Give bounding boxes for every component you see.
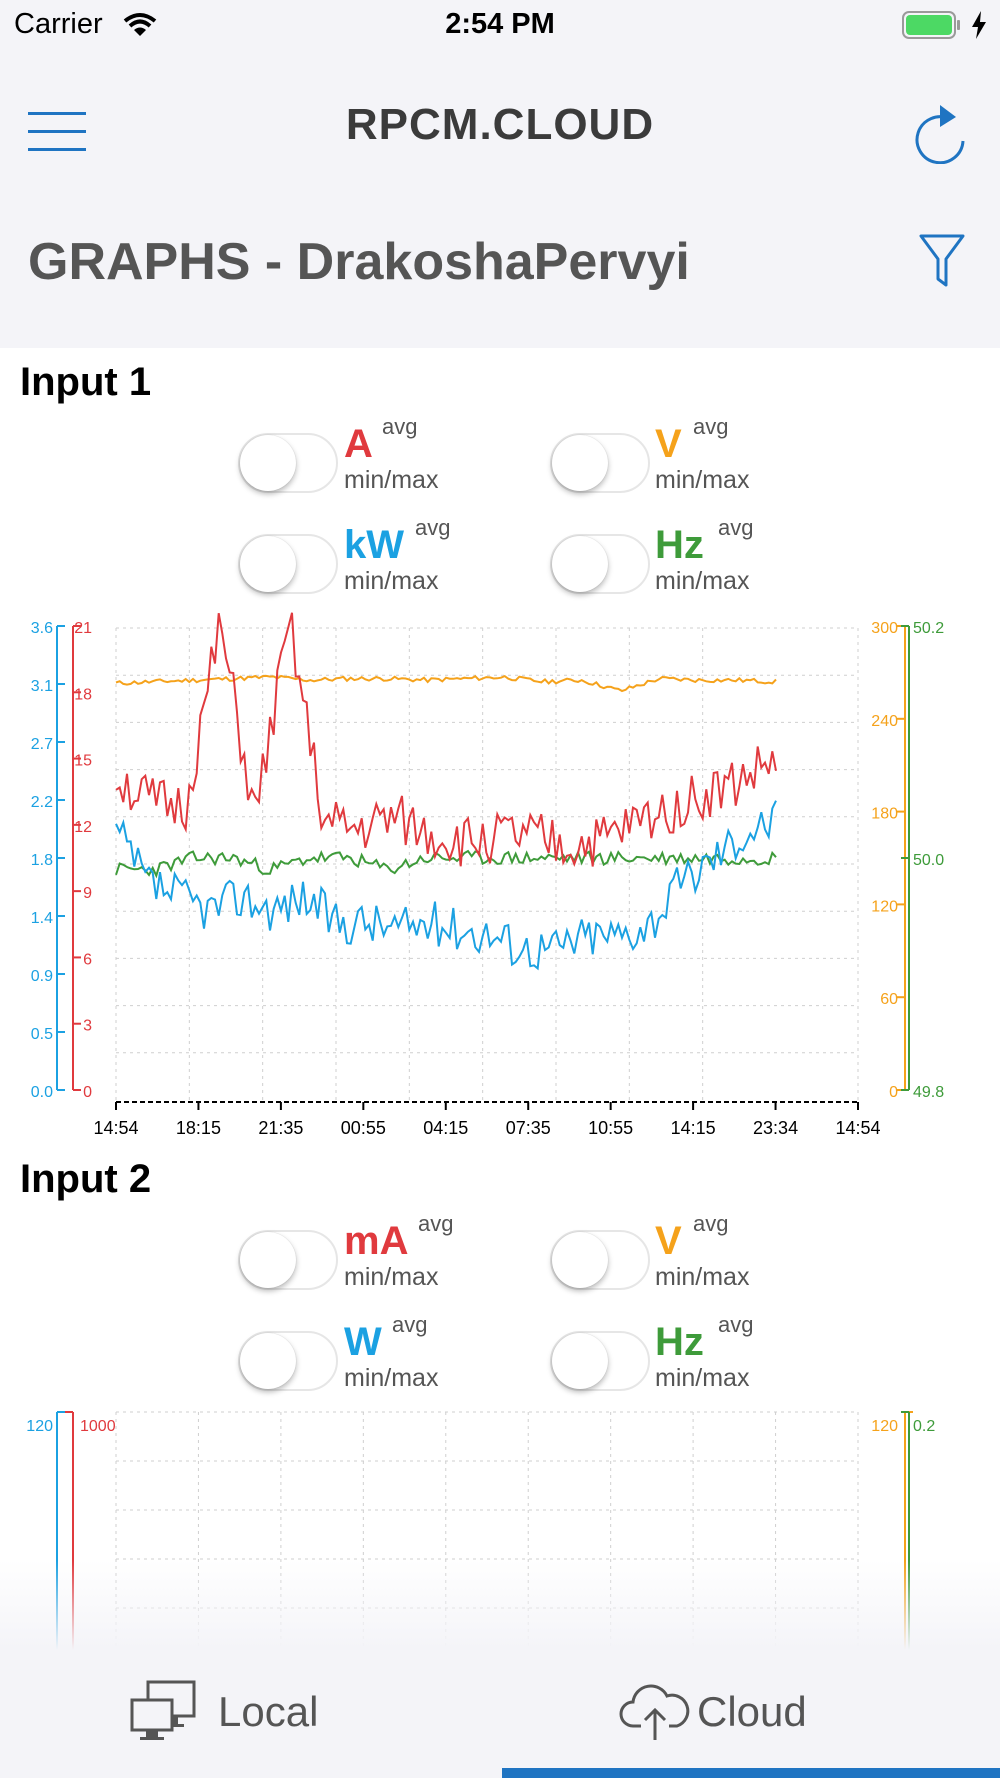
charging-icon	[972, 11, 986, 39]
clock: 2:54 PM	[445, 8, 555, 40]
kw-axis-label: 2.2	[31, 794, 53, 811]
v-left-axis-label: 300	[871, 620, 898, 637]
app-header	[0, 50, 1000, 348]
w-axis-label: 120	[26, 1418, 53, 1435]
carrier-label: Carrier	[14, 8, 103, 40]
a-axis-label: 21	[74, 620, 92, 637]
series-line-a	[115, 612, 777, 867]
x-tick-label: 18:15	[176, 1118, 221, 1138]
kw-axis-label: 2.7	[31, 736, 53, 753]
kw-axis-label: 0.0	[31, 1084, 53, 1101]
tab-local-label: Local	[218, 1688, 319, 1735]
x-tick-label: 10:55	[588, 1118, 633, 1138]
kw-axis-label: 3.6	[31, 620, 53, 637]
input-2-title: Input 2	[20, 1157, 152, 1201]
x-tick-label: 14:15	[671, 1118, 716, 1138]
app-logo: RPCM.CLOUD	[345, 100, 655, 149]
filter-icon[interactable]	[918, 233, 966, 289]
toggle-input2-w[interactable]	[238, 1331, 338, 1391]
x-tick-label: 04:15	[423, 1118, 468, 1138]
scroll-fade	[0, 1560, 1000, 1650]
toggle-input2-ma[interactable]	[238, 1230, 338, 1290]
x-tick-label: 14:54	[835, 1118, 880, 1138]
toggle-input1-kw[interactable]	[238, 534, 338, 594]
hamburger-menu-icon[interactable]	[28, 112, 86, 152]
cloud-upload-icon	[619, 1684, 690, 1740]
status-bar: Carrier 2:54 PM	[0, 0, 1000, 50]
input-1-title: Input 1	[20, 360, 152, 404]
a-axis-label: 3	[83, 1018, 92, 1035]
a-axis-label: 0	[83, 1084, 92, 1101]
hz-axis-label: 50.2	[913, 620, 944, 637]
series-line-kw	[115, 800, 777, 971]
v-left-axis-label: 0	[889, 1084, 898, 1101]
v-left-axis-label: 240	[871, 713, 898, 730]
hz-axis-label: 49.8	[913, 1084, 944, 1101]
v-left-axis-label: 60	[880, 991, 898, 1008]
tab-cloud[interactable]: Cloud	[615, 1670, 855, 1760]
v2-axis-label: 120	[871, 1418, 898, 1435]
active-tab-indicator	[502, 1768, 1000, 1778]
series-line-v	[115, 674, 777, 693]
battery-icon	[902, 11, 960, 39]
hz2-axis-label: 0.2	[913, 1418, 935, 1435]
kw-axis-label: 0.5	[31, 1026, 53, 1043]
kw-axis-label: 1.8	[31, 852, 53, 869]
a-axis-label: 9	[83, 885, 92, 902]
a-axis-label: 15	[74, 753, 92, 770]
input-1-chart: 14:54 18:15 21:35 00:55 04:15 07:35 10:55 14:15…	[31, 612, 944, 1138]
x-tick-label: 07:35	[506, 1118, 551, 1138]
toggle-input1-v[interactable]	[550, 433, 650, 493]
series-line-hz	[115, 849, 777, 879]
kw-axis-label: 0.9	[31, 968, 53, 985]
x-tick-label: 14:54	[93, 1118, 138, 1138]
page-title: GRAPHS - DrakoshaPervyi	[28, 233, 690, 291]
v-left-axis-label: 120	[871, 898, 898, 915]
v-left-axis-label: 180	[871, 806, 898, 823]
a-axis-label: 6	[83, 951, 92, 968]
x-tick-label: 21:35	[258, 1118, 303, 1138]
tab-cloud-label: Cloud	[697, 1688, 807, 1735]
refresh-icon[interactable]	[912, 102, 968, 164]
x-tick-label: 00:55	[341, 1118, 386, 1138]
wifi-icon	[123, 13, 157, 36]
hz-axis-label: 50.0	[913, 852, 944, 869]
toggle-input1-hz[interactable]	[550, 534, 650, 594]
computers-icon	[130, 1680, 196, 1740]
toggle-input2-hz[interactable]	[550, 1331, 650, 1391]
tab-local[interactable]: Local	[120, 1670, 360, 1760]
toggle-input2-v[interactable]	[550, 1230, 650, 1290]
toggle-input1-a[interactable]	[238, 433, 338, 493]
a-axis-label: 18	[74, 686, 92, 703]
x-tick-label: 23:34	[753, 1118, 798, 1138]
kw-axis-label: 1.4	[31, 910, 53, 927]
ma-axis-label: 1000	[80, 1418, 116, 1435]
kw-axis-label: 3.1	[31, 678, 53, 695]
a-axis-label: 12	[74, 819, 92, 836]
